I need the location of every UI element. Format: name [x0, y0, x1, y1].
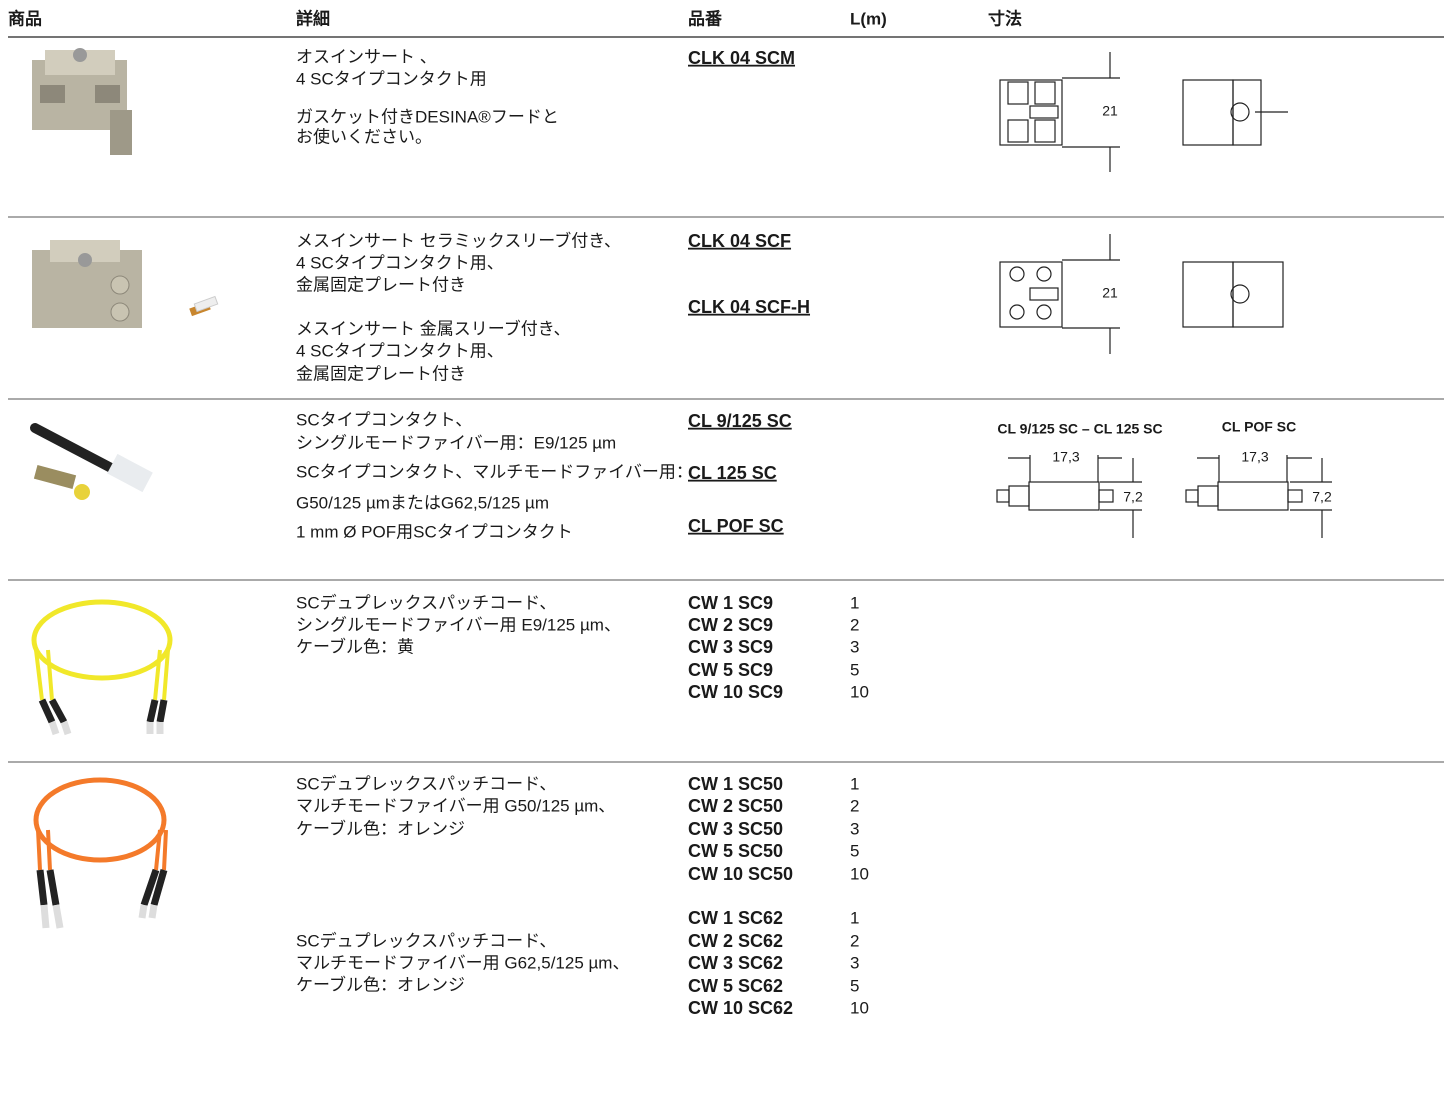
dimension-label: 17,3: [1241, 449, 1268, 465]
part-number: CW 10 SC50: [688, 864, 793, 884]
description-line: シングルモードファイバー用 E9/125 µm、: [296, 615, 621, 634]
dimension-label: 21: [1102, 103, 1118, 119]
insert-male-image: [32, 48, 132, 155]
part-number: CW 3 SC9: [688, 637, 773, 657]
dimension-drawing-male: [999, 52, 1288, 172]
length: 5: [850, 841, 859, 860]
description-line: 金属固定プレート付き: [296, 364, 466, 383]
column-header: 寸法: [988, 8, 1022, 28]
length: 2: [850, 615, 859, 634]
dimension-label: CL 9/125 SC – CL 125 SC: [997, 421, 1162, 437]
part-number: CW 2 SC62: [688, 931, 783, 951]
length: 3: [850, 637, 859, 656]
description-line: SCタイプコンタクト、マルチモードファイバー用：: [296, 462, 693, 481]
part-number: CW 1 SC9: [688, 593, 773, 613]
yellow-patch-cord-image: [31, 599, 173, 736]
description-line: お使いください。: [296, 126, 432, 146]
insert-female-image: [32, 240, 219, 328]
length: 3: [850, 953, 859, 972]
description-line: シングルモードファイバー用：E9/125 µm: [296, 433, 616, 452]
part-number[interactable]: CLK 04 SCF-H: [688, 297, 810, 317]
column-header: L(m): [850, 9, 887, 28]
description-line: 1 mm Ø POF用SCタイプコンタクト: [296, 522, 573, 541]
dimension-label: CL POF SC: [1222, 419, 1296, 435]
column-header: 品番: [688, 9, 723, 28]
part-number: CW 2 SC50: [688, 796, 783, 816]
description-line: 4 SCタイプコンタクト用、: [296, 341, 504, 360]
dimension-label: 21: [1102, 285, 1118, 301]
dimension-label: 17,3: [1052, 449, 1079, 465]
part-number: CW 3 SC62: [688, 953, 783, 973]
length: 10: [850, 682, 869, 701]
length: 5: [850, 976, 859, 995]
part-number[interactable]: CLK 04 SCF: [688, 231, 791, 251]
part-number: CW 2 SC9: [688, 615, 773, 635]
part-number: CW 10 SC62: [688, 998, 793, 1018]
orange-patch-cord-image: [33, 777, 168, 929]
part-number: CW 10 SC9: [688, 682, 783, 702]
length: 1: [850, 774, 859, 793]
description-line: 金属固定プレート付き: [296, 275, 466, 294]
length: 5: [850, 660, 859, 679]
length: 1: [850, 593, 859, 612]
dimension-label: 7,2: [1123, 489, 1143, 505]
part-number: CW 5 SC50: [688, 841, 783, 861]
length: 1: [850, 908, 859, 927]
length: 2: [850, 931, 859, 950]
description-line: ケーブル色：黄: [296, 636, 414, 656]
length: 10: [850, 998, 869, 1017]
description-line: メスインサート 金属スリーブ付き、: [296, 318, 571, 338]
part-number: CW 5 SC9: [688, 660, 773, 680]
part-number: CW 1 SC62: [688, 908, 783, 928]
part-number: CW 5 SC62: [688, 976, 783, 996]
description-line: 4 SCタイプコンタクト用: [296, 69, 487, 88]
length: 10: [850, 864, 869, 883]
part-number[interactable]: CLK 04 SCM: [688, 48, 795, 68]
description-line: SCタイプコンタクト、: [296, 410, 472, 429]
description-line: メスインサート セラミックスリーブ付き、: [296, 230, 621, 250]
description-line: マルチモードファイバー用 G50/125 µm、: [296, 796, 615, 815]
part-number: CW 3 SC50: [688, 819, 783, 839]
length: 3: [850, 819, 859, 838]
description-line: ガスケット付きDESINA®フードと: [296, 107, 559, 126]
description-line: オスインサート 、: [296, 47, 437, 66]
length: 2: [850, 796, 859, 815]
description-line: ケーブル色：オレンジ: [296, 818, 465, 838]
dimension-drawing-contacts: [996, 455, 1332, 538]
description-line: SCデュプレックスパッチコード、: [296, 930, 556, 950]
description-line: SCデュプレックスパッチコード、: [296, 592, 556, 612]
column-header: 詳細: [296, 8, 330, 28]
dimension-label: 7,2: [1312, 489, 1332, 505]
dimension-drawing-female: [999, 234, 1284, 354]
description-line: G50/125 µmまたはG62,5/125 µm: [296, 493, 549, 512]
description-line: ケーブル色：オレンジ: [296, 974, 465, 994]
part-number[interactable]: CL 125 SC: [688, 463, 777, 483]
description-line: 4 SCタイプコンタクト用、: [296, 253, 504, 272]
part-number[interactable]: CL POF SC: [688, 516, 784, 536]
description-line: SCデュプレックスパッチコード、: [296, 773, 556, 793]
column-header: 商品: [8, 8, 42, 28]
part-number: CW 1 SC50: [688, 774, 783, 794]
part-number[interactable]: CL 9/125 SC: [688, 411, 792, 431]
description-line: マルチモードファイバー用 G62,5/125 µm、: [296, 953, 629, 972]
sc-contact-image: [30, 423, 153, 500]
